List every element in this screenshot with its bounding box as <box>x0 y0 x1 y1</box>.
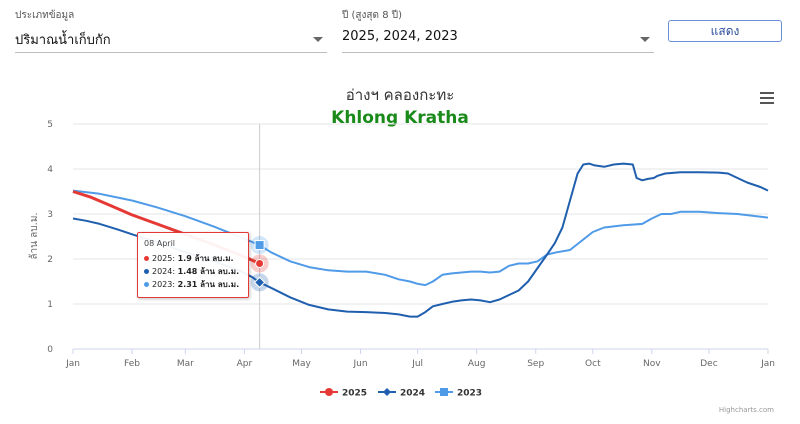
y-tick-label: 5 <box>47 120 53 130</box>
x-tick-label: Sep <box>527 359 544 369</box>
y-tick-label: 2 <box>47 255 53 265</box>
chevron-down-icon <box>640 37 650 42</box>
chevron-down-icon <box>313 37 323 42</box>
bullet-icon <box>144 282 149 287</box>
y-tick-label: 1 <box>47 300 53 310</box>
x-tick-label: Jan <box>65 359 80 369</box>
year-underline <box>342 52 654 53</box>
tooltip-label: 2023: <box>152 280 176 289</box>
year-label: ปี (สูงสุด 8 ปี) <box>342 10 402 21</box>
x-tick-label: Dec <box>700 359 717 369</box>
x-tick-label: Jul <box>411 359 423 369</box>
x-tick-label: Oct <box>585 359 601 369</box>
series-line-2023 <box>72 189 769 287</box>
year-value: 2025, 2024, 2023 <box>342 29 458 44</box>
bullet-icon <box>144 256 149 261</box>
tooltip-label: 2024: <box>152 267 176 276</box>
bullet-icon <box>144 269 149 274</box>
show-button[interactable]: แสดง <box>668 20 782 42</box>
x-tick-label: Jun <box>352 359 367 369</box>
tooltip-row-2025: 2025: 1.9 ล้าน ลบ.ม. <box>144 252 234 265</box>
year-select[interactable]: ปี (สูงสุด 8 ปี) 2025, 2024, 2023 <box>342 8 654 56</box>
legend-label-2025: 2025 <box>342 389 367 399</box>
x-tick-label: Mar <box>177 359 194 369</box>
x-tick-label: May <box>292 359 311 369</box>
point-2024 <box>253 276 266 289</box>
point-2025 <box>255 259 265 268</box>
data-type-value: ปริมาณน้ำเก็บกัก <box>15 33 111 48</box>
chart-title: อ่างฯ คลองกะทะ <box>346 86 455 104</box>
y-tick-label: 0 <box>47 345 53 355</box>
y-axis-label: ล้าน ลบ.ม. <box>28 212 40 259</box>
x-tick-label: Jan <box>760 359 775 369</box>
legend-marker-2023 <box>440 388 448 396</box>
data-type-select[interactable]: ประเภทข้อมูล ปริมาณน้ำเก็บกัก <box>15 8 327 56</box>
tooltip: 08 April 2025: 1.9 ล้าน ลบ.ม. 2024: 1.48… <box>137 232 249 298</box>
chart-subtitle: Khlong Kratha <box>331 108 469 128</box>
legend-marker-2025 <box>325 388 333 396</box>
legend-label-2024: 2024 <box>400 389 425 399</box>
legend-marker-2024 <box>383 388 391 396</box>
tooltip-label: 2025: <box>152 254 176 263</box>
menu-bar <box>760 97 774 99</box>
point-2023 <box>254 240 265 251</box>
x-tick-label: Feb <box>124 359 140 369</box>
menu-icon[interactable] <box>760 92 774 104</box>
x-tick-label: Aug <box>468 359 486 369</box>
tooltip-date: 08 April <box>144 239 176 248</box>
y-tick-label: 3 <box>47 210 53 220</box>
tooltip-value: 1.48 ล้าน ลบ.ม. <box>177 267 240 276</box>
menu-bar <box>760 102 774 104</box>
credit-link[interactable]: Highcharts.com <box>718 406 774 414</box>
tooltip-value: 2.31 ล้าน ลบ.ม. <box>177 280 240 289</box>
tooltip-row-2024: 2024: 1.48 ล้าน ลบ.ม. <box>144 265 239 278</box>
data-type-label: ประเภทข้อมูล <box>15 10 75 21</box>
tooltip-row-2023: 2023: 2.31 ล้าน ลบ.ม. <box>144 278 239 291</box>
legend-label-2023: 2023 <box>457 389 482 399</box>
y-tick-label: 4 <box>47 165 53 175</box>
menu-bar <box>760 92 774 94</box>
x-tick-label: Nov <box>643 359 661 369</box>
tooltip-value: 1.9 ล้าน ลบ.ม. <box>177 254 234 263</box>
data-type-underline <box>15 52 327 53</box>
x-tick-label: Apr <box>237 359 253 369</box>
